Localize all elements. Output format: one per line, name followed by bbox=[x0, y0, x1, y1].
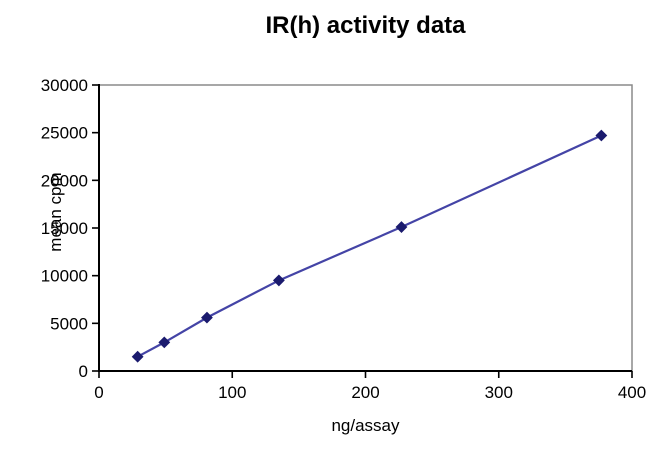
y-tick-label: 10000 bbox=[41, 267, 88, 286]
plot-border bbox=[98, 84, 633, 372]
x-tick-label: 0 bbox=[94, 383, 103, 402]
data-point-marker bbox=[595, 129, 608, 142]
x-tick-label: 400 bbox=[618, 383, 646, 402]
data-point-marker bbox=[158, 336, 171, 349]
x-tick-label: 300 bbox=[485, 383, 513, 402]
y-tick-label: 30000 bbox=[41, 76, 88, 95]
chart-title: IR(h) activity data bbox=[265, 12, 466, 39]
y-tick-label: 5000 bbox=[50, 314, 88, 333]
y-tick-label: 15000 bbox=[41, 219, 88, 238]
series-line bbox=[137, 134, 602, 358]
y-axis-title: mean cpm bbox=[46, 172, 65, 252]
x-tick-label: 200 bbox=[351, 383, 379, 402]
y-tick-label: 0 bbox=[79, 362, 88, 381]
data-point-marker bbox=[272, 274, 285, 287]
y-tick-label: 20000 bbox=[41, 171, 88, 190]
y-tick-label: 25000 bbox=[41, 124, 88, 143]
data-point-marker bbox=[395, 221, 408, 233]
x-tick-label: 100 bbox=[218, 383, 246, 402]
x-axis-title: ng/assay bbox=[331, 416, 400, 435]
data-point-marker bbox=[201, 311, 213, 324]
data-point-marker bbox=[131, 350, 144, 363]
